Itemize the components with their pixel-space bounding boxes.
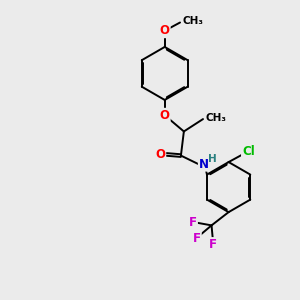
- Text: CH₃: CH₃: [182, 16, 203, 26]
- Text: O: O: [155, 148, 165, 160]
- Text: O: O: [160, 24, 170, 37]
- Text: O: O: [160, 109, 170, 122]
- Text: Cl: Cl: [242, 145, 255, 158]
- Text: F: F: [193, 232, 201, 245]
- Text: CH₃: CH₃: [206, 113, 226, 123]
- Text: F: F: [209, 238, 217, 251]
- Text: N: N: [199, 158, 208, 171]
- Text: H: H: [208, 154, 217, 164]
- Text: F: F: [189, 216, 197, 229]
